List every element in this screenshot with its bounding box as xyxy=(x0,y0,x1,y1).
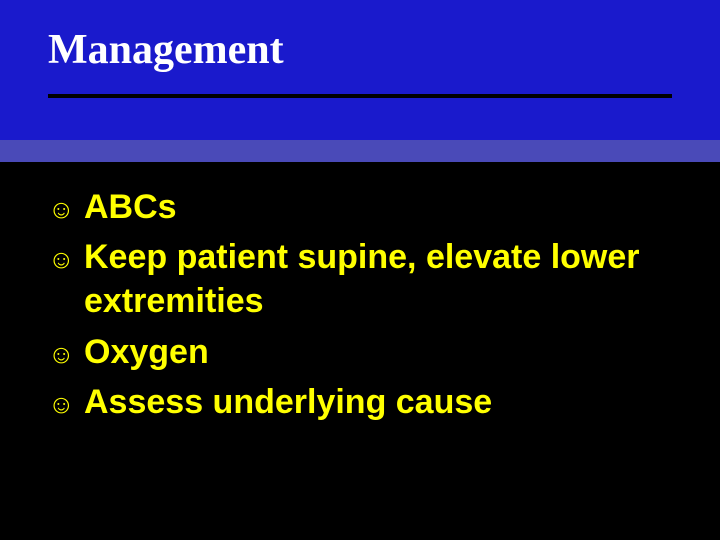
slide-container: Management ☺ ABCs ☺ Keep patient supine,… xyxy=(0,0,720,540)
bullet-text: Oxygen xyxy=(84,330,209,374)
smiley-icon: ☺ xyxy=(48,340,76,368)
accent-bar xyxy=(0,140,720,162)
bullet-text: Keep patient supine, elevate lower extre… xyxy=(84,235,678,323)
list-item: ☺ ABCs xyxy=(48,185,678,229)
smiley-icon: ☺ xyxy=(48,245,76,273)
slide-title: Management xyxy=(48,26,284,74)
title-underline xyxy=(48,94,672,98)
smiley-icon: ☺ xyxy=(48,390,76,418)
bullet-text: ABCs xyxy=(84,185,177,229)
list-item: ☺ Assess underlying cause xyxy=(48,380,678,424)
bullet-list: ☺ ABCs ☺ Keep patient supine, elevate lo… xyxy=(48,185,678,430)
smiley-icon: ☺ xyxy=(48,195,76,223)
bullet-text: Assess underlying cause xyxy=(84,380,492,424)
list-item: ☺ Keep patient supine, elevate lower ext… xyxy=(48,235,678,323)
list-item: ☺ Oxygen xyxy=(48,330,678,374)
